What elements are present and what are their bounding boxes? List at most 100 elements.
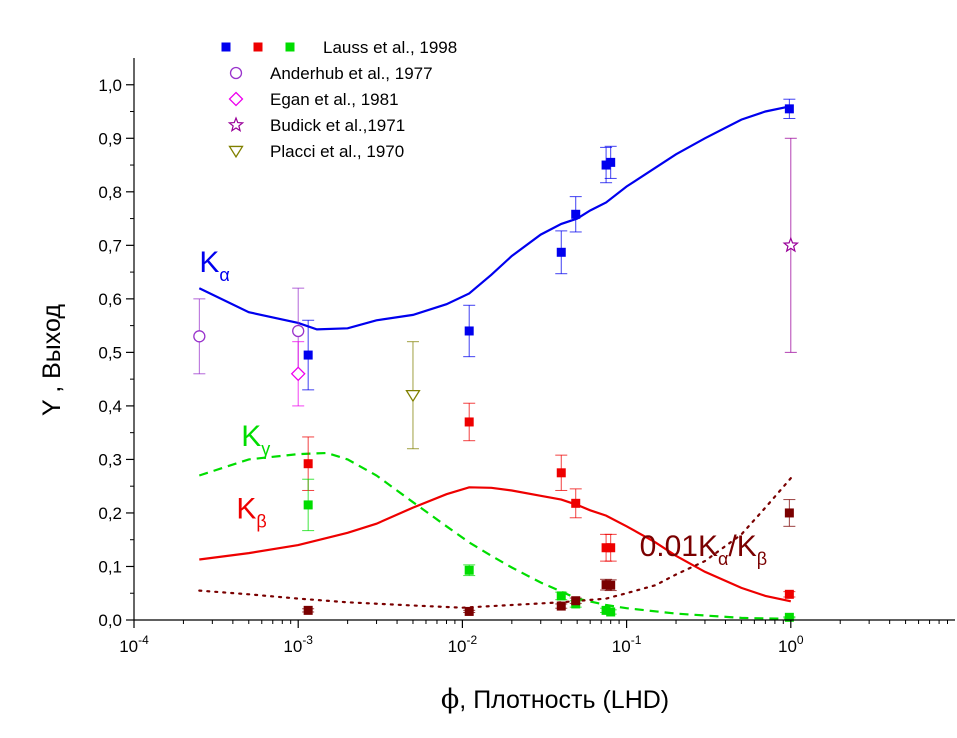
legend-marker [228, 145, 244, 159]
data-point-1-2 [556, 468, 566, 478]
x-tick-label: 10-3 [283, 633, 313, 656]
y-tick-label: 0,5 [98, 343, 122, 362]
x-tick-base: 10 [448, 637, 467, 656]
data-point-3-1 [464, 606, 474, 616]
data-points [193, 104, 800, 622]
x-tick-label: 100 [778, 633, 804, 656]
data-point-0-1 [464, 326, 474, 336]
legend-label: Lauss et al., 1998 [323, 38, 457, 57]
y-tick-label: 0,0 [98, 611, 122, 630]
x-tick-exponent: 0 [797, 633, 804, 647]
legend-marker [228, 91, 244, 107]
fit-curves [198, 105, 792, 620]
data-point-2-1 [464, 565, 474, 575]
data-point-0-0 [303, 350, 313, 360]
x-tick-base: 10 [612, 637, 631, 656]
legend-label: Placci et al., 1970 [270, 142, 404, 161]
y-tick-label: 0,3 [98, 450, 122, 469]
data-point-0-6 [784, 104, 794, 114]
y-tick-label: 0,2 [98, 504, 122, 523]
x-tick-label: 10-2 [448, 633, 478, 656]
axes: 0,00,10,20,30,40,50,60,70,80,91,010-4 10-… [98, 58, 955, 656]
data-point-1-0 [303, 459, 313, 469]
data-point-2-4 [601, 605, 611, 615]
y-tick-label: 0,8 [98, 183, 122, 202]
legend-label: Egan et al., 1981 [270, 90, 399, 109]
x-tick-exponent: -2 [467, 633, 478, 647]
data-point-1-4 [601, 543, 611, 553]
curve-2 [198, 451, 791, 620]
x-tick-base: 10 [283, 637, 302, 656]
label-middle: /K [728, 530, 756, 563]
data-point-4-1 [292, 324, 305, 338]
x-tick-label: 10-1 [612, 633, 642, 656]
label-subscript: α [718, 549, 728, 569]
x-tick-exponent: -4 [138, 633, 149, 647]
label-main: K [241, 420, 261, 453]
data-point-3-4 [601, 580, 611, 590]
x-tick-exponent: -1 [631, 633, 642, 647]
data-point-4-0 [193, 330, 206, 343]
data-point-2-5 [606, 607, 616, 617]
data-point-3-3 [571, 596, 581, 606]
data-point-5-0 [290, 366, 306, 382]
label-main: K [236, 492, 256, 525]
data-point-2-6 [784, 612, 794, 622]
label-subscript: β [256, 511, 266, 531]
y-tick-label: 0,9 [98, 129, 122, 148]
x-tick-base: 10 [119, 637, 138, 656]
label-subscript: α [219, 265, 229, 285]
data-point-3-0 [303, 605, 313, 615]
label-kalpha: Kα [199, 246, 229, 285]
data-point-2-2 [556, 591, 566, 601]
data-point-2-0 [303, 500, 313, 510]
legend-marker [285, 42, 295, 52]
data-point-0-2 [556, 247, 566, 257]
legend-marker [253, 42, 263, 52]
y-tick-label: 1,0 [98, 76, 122, 95]
label-ratio: 0.01Kα/Kβ [640, 530, 768, 569]
curve-0 [198, 105, 792, 331]
curve-1 [199, 486, 792, 603]
label-main: K [199, 246, 219, 279]
legend-label: Budick et al.,1971 [270, 116, 405, 135]
legend-marker [229, 66, 243, 80]
legend-marker [221, 42, 231, 52]
y-tick-label: 0,4 [98, 397, 122, 416]
legend-item-3: Budick et al.,1971 [227, 116, 405, 135]
data-point-1-1 [464, 417, 474, 427]
data-point-0-4 [601, 160, 611, 170]
legend-item-0: Lauss et al., 1998 [221, 38, 457, 57]
y-axis-title: Y , Выход [38, 304, 66, 416]
x-axis-text: Плотность (LHD) [473, 686, 669, 714]
data-point-1-6 [784, 589, 794, 599]
x-axis-symbol: ϕ [441, 684, 459, 715]
x-axis-comma: , [459, 686, 473, 714]
legend-item-4: Placci et al., 1970 [228, 142, 404, 161]
data-point-7-0 [405, 389, 421, 403]
data-point-3-6 [784, 508, 794, 518]
y-tick-label: 0,1 [98, 557, 122, 576]
data-point-0-5 [606, 157, 616, 167]
label-subscript: β [757, 549, 767, 569]
label-kbeta: Kβ [236, 492, 266, 531]
data-point-6-0 [782, 236, 800, 253]
data-point-1-3 [571, 498, 581, 508]
axis-titles: Y , Выход ϕ, Плотность (LHD) [38, 304, 669, 715]
y-tick-label: 0,6 [98, 290, 122, 309]
label-prefix: 0.01K [640, 530, 718, 563]
legend-item-2: Egan et al., 1981 [228, 90, 399, 109]
y-tick-label: 0,7 [98, 236, 122, 255]
legend-label: Anderhub et al., 1977 [270, 64, 433, 83]
x-tick-exponent: -3 [302, 633, 313, 647]
x-tick-base: 10 [778, 637, 797, 656]
label-subscript: γ [261, 439, 270, 459]
data-point-3-5 [606, 580, 616, 590]
data-point-3-2 [556, 601, 566, 611]
x-tick-label: 10-4 [119, 633, 149, 656]
data-point-0-3 [571, 209, 581, 219]
legend-item-1: Anderhub et al., 1977 [229, 64, 433, 83]
x-axis-title: ϕ, Плотность (LHD) [441, 684, 669, 715]
